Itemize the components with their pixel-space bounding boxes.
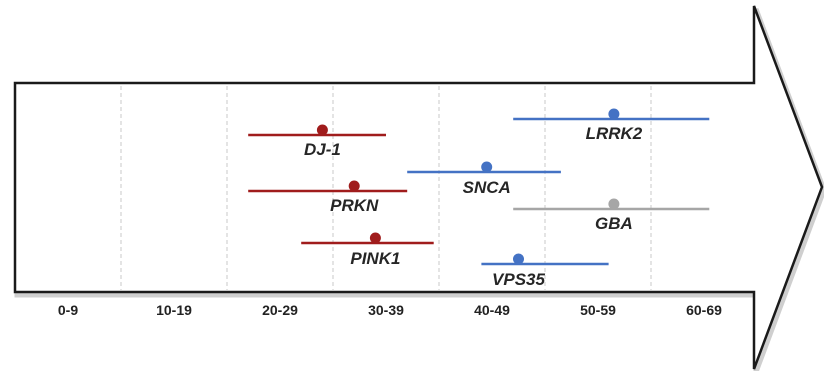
onset-point <box>608 198 620 210</box>
gene-lrrk2-group: LRRK2 <box>513 108 710 143</box>
gene-snca-group: SNCA <box>407 161 561 197</box>
gene-ranges: DJ-1 PRKN PINK1 SNCA LRRK2 GBA VPS35 <box>248 108 710 289</box>
gene-gba-group: GBA <box>513 198 710 233</box>
gene-label: SNCA <box>463 178 511 197</box>
x-tick-label: 40-49 <box>474 302 510 318</box>
gene-label: GBA <box>595 214 633 233</box>
x-tick-label: 20-29 <box>262 302 298 318</box>
onset-point <box>369 232 381 244</box>
onset-point <box>316 124 328 136</box>
gene-label: PINK1 <box>350 249 400 268</box>
gene-vps35-group: VPS35 <box>481 253 609 289</box>
gene-label: VPS35 <box>492 270 545 289</box>
gene-dj-1-group: DJ-1 <box>248 124 386 159</box>
x-tick-label: 10-19 <box>156 302 192 318</box>
onset-point <box>513 253 524 265</box>
timeline-arrow <box>13 5 824 371</box>
onset-point <box>608 108 620 120</box>
arrow-outline <box>13 5 824 370</box>
gridlines <box>120 86 652 290</box>
x-tick-labels: 0-9 10-19 20-29 30-39 40-49 50-59 60-69 <box>58 302 722 318</box>
gene-prkn-group: PRKN <box>248 180 408 215</box>
x-tick-label: 0-9 <box>58 302 78 318</box>
onset-point <box>481 161 493 173</box>
onset-point <box>348 180 360 192</box>
gene-label: LRRK2 <box>586 124 643 143</box>
gene-label: PRKN <box>330 196 379 215</box>
x-tick-label: 60-69 <box>686 302 722 318</box>
gene-label: DJ-1 <box>304 140 341 159</box>
gene-pink1-group: PINK1 <box>301 232 434 268</box>
x-tick-label: 50-59 <box>580 302 616 318</box>
x-tick-label: 30-39 <box>368 302 404 318</box>
